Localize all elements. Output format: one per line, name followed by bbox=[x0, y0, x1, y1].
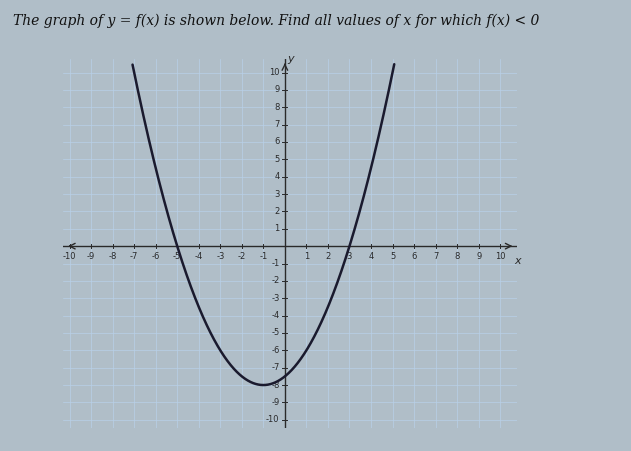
Text: -7: -7 bbox=[271, 363, 280, 372]
Text: 1: 1 bbox=[304, 252, 309, 261]
Text: 1: 1 bbox=[274, 224, 280, 233]
Text: 10: 10 bbox=[495, 252, 505, 261]
Text: -8: -8 bbox=[109, 252, 117, 261]
Text: -9: -9 bbox=[87, 252, 95, 261]
Text: 6: 6 bbox=[274, 138, 280, 147]
Text: 2: 2 bbox=[326, 252, 331, 261]
Text: 4: 4 bbox=[274, 172, 280, 181]
Text: -1: -1 bbox=[271, 259, 280, 268]
Text: -6: -6 bbox=[151, 252, 160, 261]
Text: 9: 9 bbox=[476, 252, 481, 261]
Text: y: y bbox=[287, 55, 293, 64]
Text: -10: -10 bbox=[266, 415, 280, 424]
Text: 6: 6 bbox=[411, 252, 416, 261]
Text: -10: -10 bbox=[63, 252, 76, 261]
Text: -7: -7 bbox=[130, 252, 138, 261]
Text: 7: 7 bbox=[274, 120, 280, 129]
Text: 2: 2 bbox=[274, 207, 280, 216]
Text: -5: -5 bbox=[271, 328, 280, 337]
Text: -9: -9 bbox=[271, 398, 280, 407]
Text: -2: -2 bbox=[271, 276, 280, 285]
Text: -8: -8 bbox=[271, 381, 280, 390]
Text: -1: -1 bbox=[259, 252, 268, 261]
Text: -3: -3 bbox=[216, 252, 225, 261]
Text: 3: 3 bbox=[274, 189, 280, 198]
Text: -6: -6 bbox=[271, 346, 280, 355]
Text: 8: 8 bbox=[454, 252, 460, 261]
Text: -2: -2 bbox=[238, 252, 246, 261]
Text: 9: 9 bbox=[274, 85, 280, 94]
Text: 10: 10 bbox=[269, 68, 280, 77]
Text: The graph of y = f(x) is shown below. Find all values of x for which f(x) < 0: The graph of y = f(x) is shown below. Fi… bbox=[13, 14, 539, 28]
Text: -3: -3 bbox=[271, 294, 280, 303]
Text: 5: 5 bbox=[274, 155, 280, 164]
Text: -4: -4 bbox=[271, 311, 280, 320]
Text: -5: -5 bbox=[173, 252, 181, 261]
Text: 4: 4 bbox=[369, 252, 374, 261]
Text: 7: 7 bbox=[433, 252, 439, 261]
Text: x: x bbox=[514, 256, 521, 266]
Text: 8: 8 bbox=[274, 103, 280, 112]
Text: 5: 5 bbox=[390, 252, 395, 261]
Text: 3: 3 bbox=[347, 252, 352, 261]
Text: -4: -4 bbox=[194, 252, 203, 261]
